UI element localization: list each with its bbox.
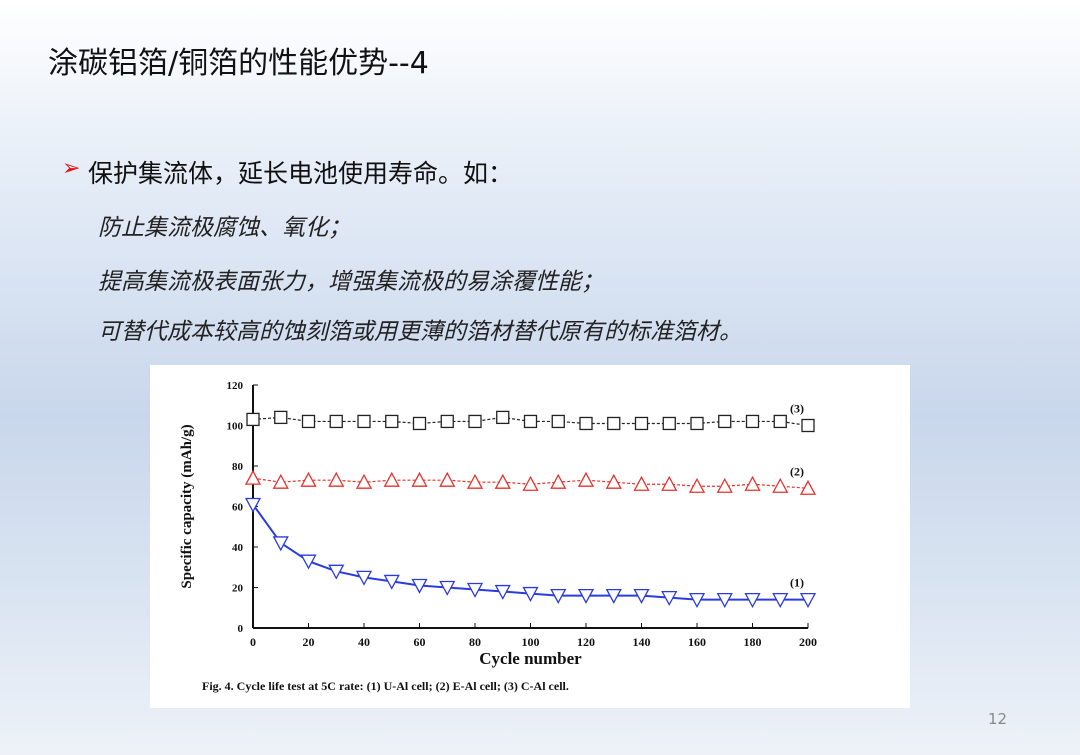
y-tick-label: 100	[227, 421, 244, 433]
series-label: (1)	[790, 576, 804, 590]
marker	[355, 570, 373, 586]
marker	[328, 471, 345, 487]
sub-item: 可替代成本较高的蚀刻箔或用更薄的箔材替代原有的标准箔材。	[98, 319, 742, 345]
marker	[439, 580, 456, 596]
marker	[634, 416, 649, 431]
marker	[328, 564, 345, 580]
caption: Fig. 4. Cycle life test at 5C rate: (1) …	[202, 679, 569, 693]
x-tick-label: 60	[414, 635, 426, 649]
marker	[799, 479, 817, 495]
marker	[661, 590, 678, 606]
marker	[690, 416, 704, 431]
marker	[272, 473, 289, 489]
marker	[466, 582, 484, 598]
marker	[411, 471, 428, 487]
y-tick-label: 20	[232, 583, 244, 595]
marker	[688, 592, 706, 609]
marker	[801, 418, 815, 433]
marker	[772, 477, 789, 493]
marker	[744, 592, 761, 609]
marker	[494, 584, 511, 600]
page-number: 12	[988, 710, 1008, 728]
x-tick-label: 160	[688, 635, 706, 649]
marker	[522, 586, 539, 602]
marker	[661, 475, 678, 491]
marker	[716, 592, 733, 609]
marker	[522, 475, 539, 491]
marker	[246, 412, 260, 427]
marker	[605, 473, 622, 489]
series-label: (2)	[790, 464, 804, 478]
marker	[383, 574, 400, 590]
marker	[799, 592, 817, 609]
series-label: (3)	[790, 402, 804, 416]
y-tick-label: 0	[238, 623, 244, 635]
marker	[745, 414, 760, 429]
marker	[411, 578, 428, 594]
chart: 0 20 40 60 80 100 120 0 20 40 60 80 100 120 140 160 180 2…	[150, 365, 910, 708]
marker	[468, 414, 482, 429]
marker	[633, 588, 650, 604]
y-axis-label: Specific capacity (mAh/g)	[179, 424, 195, 588]
marker	[355, 473, 373, 489]
marker	[607, 416, 621, 431]
marker	[440, 414, 454, 429]
marker	[744, 475, 761, 491]
marker	[385, 414, 399, 429]
slide-title: 涂碳铝箔/铜箔的性能优势--4	[48, 46, 429, 81]
sub-item: 提高集流极表面张力，增强集流极的易涂覆性能；	[98, 269, 604, 295]
marker	[244, 469, 262, 485]
marker	[383, 471, 400, 487]
marker	[551, 414, 565, 429]
marker	[496, 410, 510, 425]
x-tick-label: 100	[522, 635, 540, 649]
marker	[466, 473, 484, 489]
marker	[688, 477, 706, 493]
marker	[412, 416, 427, 431]
marker	[716, 477, 733, 493]
marker	[605, 588, 622, 604]
y-tick-label: 60	[232, 502, 244, 514]
marker	[272, 536, 289, 552]
y-tick-label: 120	[227, 380, 244, 392]
marker	[301, 414, 316, 429]
series-line	[252, 477, 809, 489]
marker	[718, 414, 732, 429]
x-tick-label: 40	[358, 635, 370, 649]
marker	[439, 471, 456, 487]
marker	[300, 471, 317, 487]
marker	[300, 554, 317, 570]
marker	[244, 497, 262, 513]
x-tick-label: 120	[577, 635, 595, 649]
marker	[494, 473, 511, 489]
x-tick-label: 200	[799, 635, 817, 649]
marker	[772, 592, 789, 609]
marker	[633, 475, 650, 491]
y-tick-label: 40	[232, 542, 244, 554]
marker	[773, 414, 787, 429]
x-tick-label: 0	[250, 635, 256, 649]
marker	[662, 416, 676, 431]
bullet-arrow: ➢	[62, 156, 81, 181]
marker	[577, 471, 595, 487]
marker	[577, 588, 595, 604]
marker	[579, 416, 593, 431]
bullet-text: 保护集流体，延长电池使用寿命。如：	[88, 159, 514, 188]
marker	[550, 588, 567, 604]
x-axis-label: Cycle number	[479, 649, 582, 668]
x-tick-label: 80	[469, 635, 481, 649]
x-tick-label: 180	[744, 635, 762, 649]
sub-item: 防止集流极腐蚀、氧化；	[98, 215, 351, 241]
marker	[523, 414, 538, 429]
series-line	[252, 503, 808, 601]
marker	[550, 473, 567, 489]
series-line	[252, 416, 809, 427]
x-tick-label: 20	[303, 635, 315, 649]
x-tick-label: 140	[633, 635, 651, 649]
marker	[274, 410, 288, 425]
y-tick-label: 80	[232, 461, 244, 473]
marker	[357, 414, 371, 429]
marker	[329, 414, 343, 429]
